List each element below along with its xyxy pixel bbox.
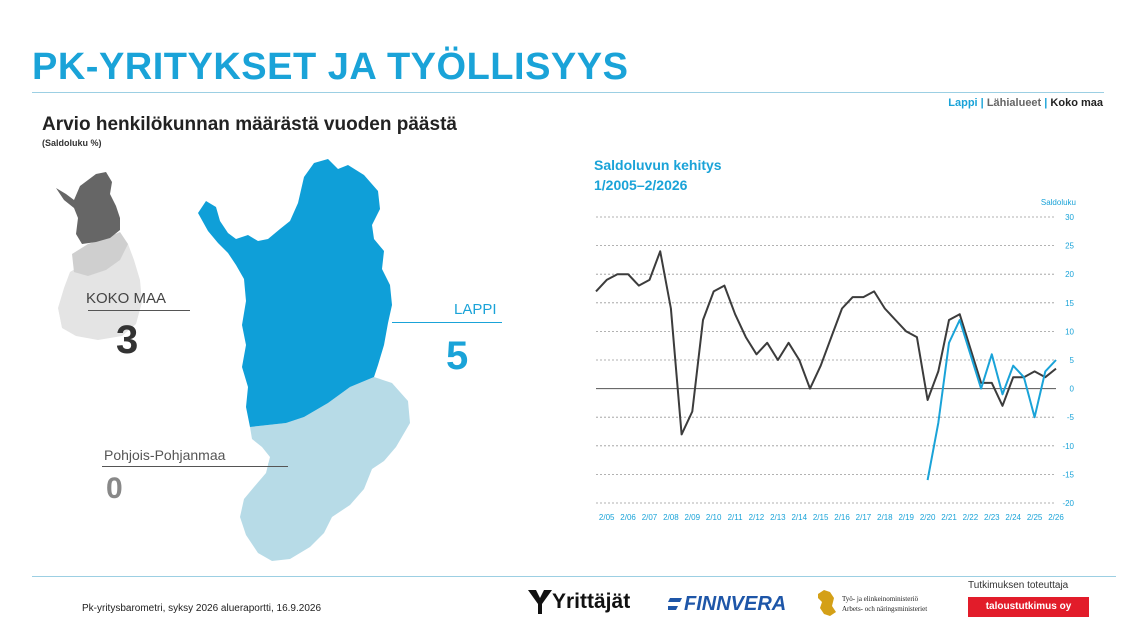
pohjois-pohjanmaa-value: 0 — [106, 472, 123, 505]
lappi-value: 5 — [446, 334, 469, 378]
researcher-caption: Tutkimuksen toteuttaja — [968, 580, 1069, 591]
x-tick-label: 2/06 — [620, 513, 636, 522]
y-tick-label: 20 — [1065, 270, 1074, 279]
series-line-koko-maa — [595, 250, 1057, 436]
x-tick-label: 2/21 — [941, 513, 957, 522]
chart-title: Saldoluvun kehitys — [594, 157, 722, 173]
x-tick-label: 2/12 — [749, 513, 765, 522]
x-tick-label: 2/23 — [984, 513, 1000, 522]
y-tick-label: 5 — [1070, 356, 1075, 365]
x-tick-label: 2/24 — [1005, 513, 1021, 522]
nav-item-koko-maa[interactable]: Koko maa — [1050, 97, 1103, 109]
x-tick-label: 2/09 — [684, 513, 700, 522]
y-axis-label: Saldoluku — [1041, 198, 1076, 207]
nav-item-lahialueet[interactable]: Lähialueet — [986, 97, 1042, 109]
header-divider — [32, 92, 1104, 93]
x-tick-label: 2/14 — [791, 513, 807, 522]
x-tick-label: 2/18 — [877, 513, 893, 522]
y-tick-label: 0 — [1070, 385, 1075, 394]
tem-logo: Työ- ja elinkeinoministeriö Arbets- och … — [842, 594, 927, 614]
pohjois-pohjanmaa-region — [240, 377, 410, 561]
x-tick-label: 2/13 — [770, 513, 786, 522]
x-tick-label: 2/11 — [728, 513, 744, 522]
y-tick-label: 30 — [1065, 213, 1074, 222]
finland-lappi-region — [56, 172, 120, 244]
taloustutkimus-logo: taloustutkimus oy — [968, 597, 1089, 617]
page-title: PK-YRITYKSET JA TYÖLLISYYS — [32, 46, 629, 88]
nav-separator: | — [1044, 97, 1048, 109]
koko-maa-value: 3 — [116, 318, 139, 362]
y-tick-label: -5 — [1067, 413, 1075, 422]
y-tick-label: 25 — [1065, 242, 1074, 251]
nav-item-lappi[interactable]: Lappi — [948, 97, 978, 109]
unit-note: (Saldoluku %) — [42, 138, 102, 148]
lappi-leader-line — [392, 322, 502, 323]
x-tick-label: 2/15 — [813, 513, 829, 522]
x-tick-label: 2/25 — [1027, 513, 1043, 522]
x-tick-label: 2/17 — [856, 513, 872, 522]
nav-separator: | — [980, 97, 984, 109]
chart-subtitle: 1/2005–2/2026 — [594, 177, 688, 193]
finland-neighbor-region — [72, 232, 128, 276]
y-tick-label: -15 — [1062, 470, 1074, 479]
lappi-region — [198, 159, 392, 427]
pohjois-pohjanmaa-leader-line — [102, 466, 288, 467]
x-tick-label: 2/26 — [1048, 513, 1064, 522]
yrittajat-logo-icon — [528, 590, 552, 614]
tem-logo-line1: Työ- ja elinkeinoministeriö — [842, 595, 919, 603]
x-tick-label: 2/20 — [920, 513, 936, 522]
x-tick-label: 2/22 — [963, 513, 979, 522]
lion-crest-icon — [818, 590, 836, 616]
footer-source: Pk-yritysbarometri, syksy 2026 aluerapor… — [82, 603, 321, 614]
x-tick-label: 2/19 — [898, 513, 914, 522]
y-tick-label: 15 — [1065, 299, 1074, 308]
x-tick-label: 2/16 — [834, 513, 850, 522]
y-tick-label: -20 — [1062, 499, 1074, 508]
pohjois-pohjanmaa-label: Pohjois-Pohjanmaa — [104, 447, 226, 463]
tem-logo-line2: Arbets- och näringsministeriet — [842, 605, 928, 613]
lappi-label: LAPPI — [454, 301, 497, 318]
finnvera-logo-icon — [668, 598, 682, 610]
yrittajat-logo: Yrittäjät — [552, 590, 631, 613]
section-heading: Arvio henkilökunnan määrästä vuoden pääs… — [42, 114, 457, 135]
line-chart: Saldoluku 30 25 20 15 10 5 0 -5 -10 -15 -20 2/05 2/06… — [595, 198, 1076, 522]
koko-maa-label: KOKO MAA — [86, 290, 167, 307]
footer-divider — [32, 576, 1116, 577]
x-tick-label: 2/05 — [599, 513, 615, 522]
island-marker — [268, 461, 276, 469]
x-tick-label: 2/08 — [663, 513, 679, 522]
finnvera-logo: FINNVERA — [684, 593, 787, 615]
series-line-lappi — [926, 319, 1057, 481]
x-tick-label: 2/10 — [706, 513, 722, 522]
region-nav: Lappi | Lähialueet | Koko maa — [948, 97, 1103, 109]
finland-overview-map — [56, 172, 142, 340]
chart-title-block: Saldoluvun kehitys 1/2005–2/2026 — [594, 155, 722, 195]
x-tick-label: 2/07 — [642, 513, 658, 522]
y-tick-label: -10 — [1062, 442, 1074, 451]
koko-maa-leader-line — [88, 310, 190, 311]
region-map — [198, 159, 410, 561]
y-tick-label: 10 — [1065, 327, 1074, 336]
